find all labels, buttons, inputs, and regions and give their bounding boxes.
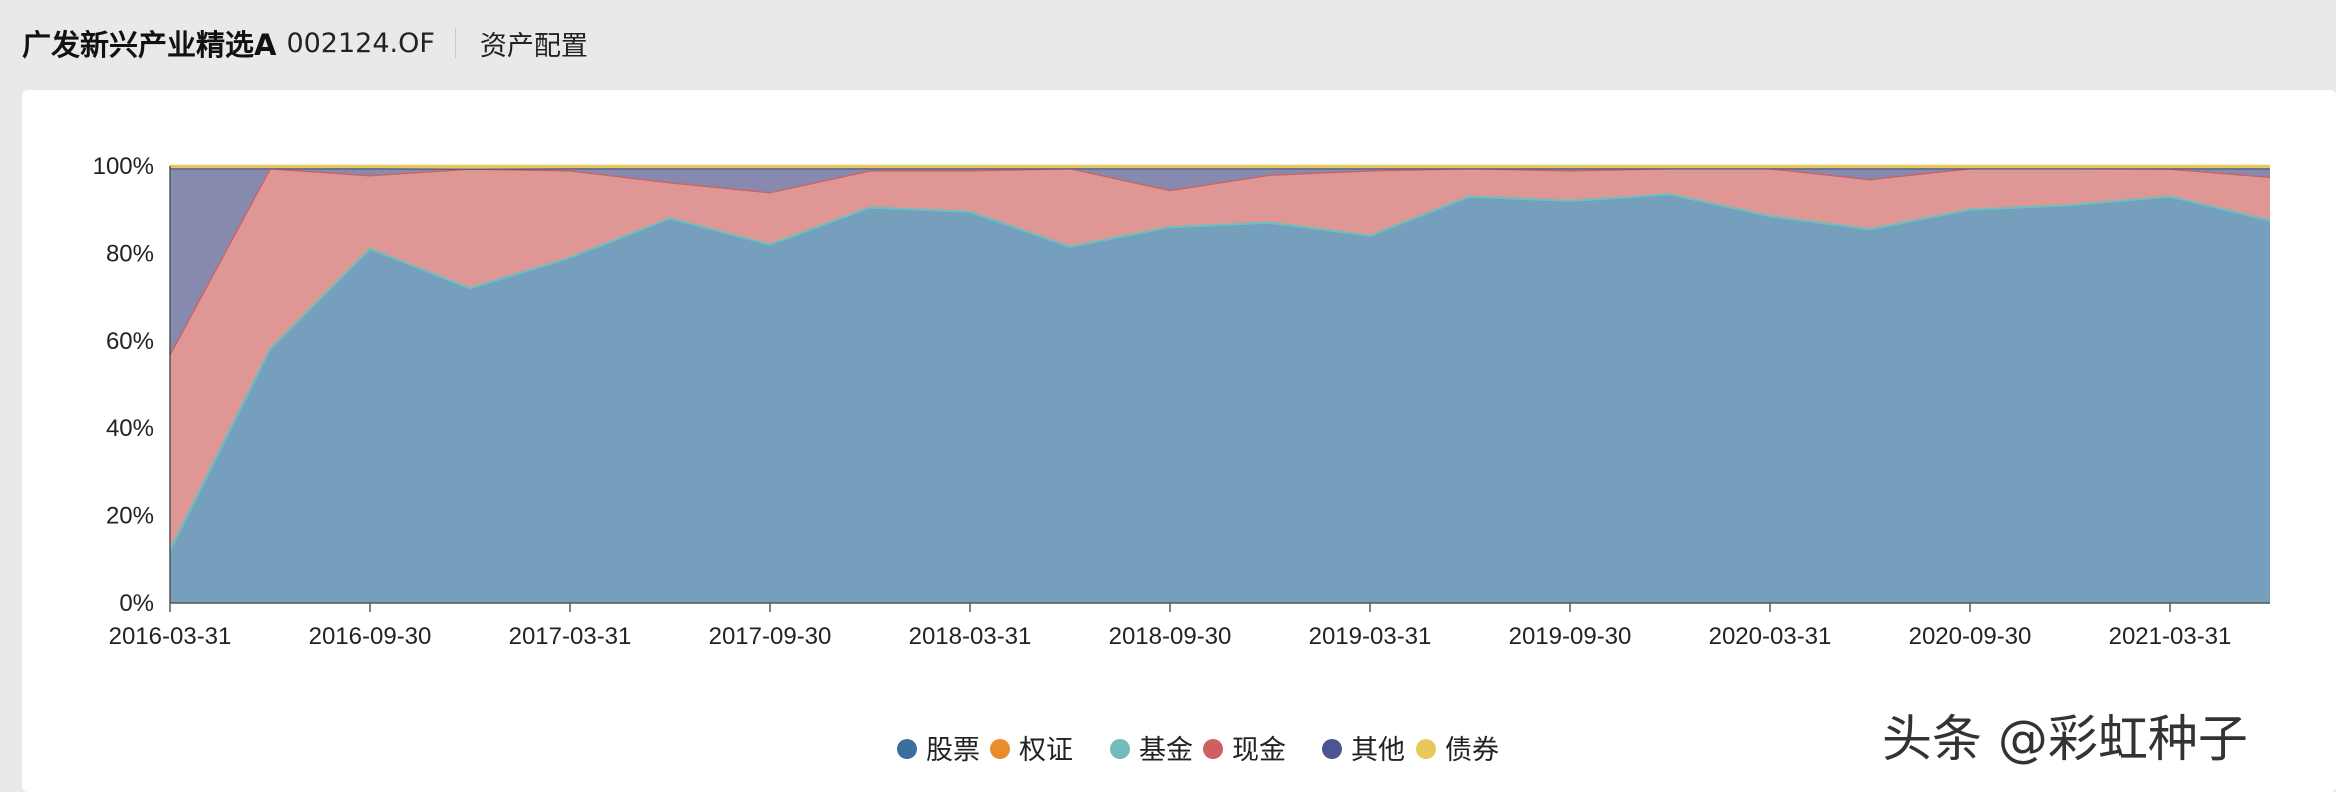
area-股票	[170, 194, 2270, 603]
y-tick-label: 100%	[93, 153, 154, 180]
section-label[interactable]: 资产配置	[479, 30, 588, 62]
y-tick-label: 40%	[106, 415, 154, 442]
x-tick-label: 2021-03-31	[2109, 623, 2232, 650]
legend: 股票 权证 基金 现金 其他 债券	[897, 735, 1499, 766]
legend-label: 现金	[1232, 735, 1286, 766]
y-tick-label: 80%	[106, 240, 154, 267]
legend-swatch	[1322, 739, 1342, 759]
x-tick-label: 2019-03-31	[1309, 623, 1432, 650]
x-tick-label: 2018-03-31	[909, 623, 1032, 650]
legend-label: 其他	[1351, 735, 1405, 766]
y-tick-label: 0%	[119, 590, 154, 617]
fund-code: 002124.OF	[286, 27, 435, 59]
y-tick-label: 20%	[106, 503, 154, 530]
legend-item[interactable]: 现金	[1203, 735, 1286, 766]
x-tick-label: 2017-03-31	[509, 623, 632, 650]
legend-swatch	[1416, 739, 1436, 759]
x-tick-label: 2020-09-30	[1909, 623, 2032, 650]
x-tick-label: 2016-03-31	[109, 623, 232, 650]
area-现金	[170, 168, 2270, 551]
x-tick-label: 2018-09-30	[1109, 623, 1232, 650]
axes: 0% 20% 40% 60% 80% 100% 2016-03-31 2016-09-30 20…	[93, 153, 2270, 650]
y-tick-label: 60%	[106, 328, 154, 355]
legend-item[interactable]: 债券	[1416, 735, 1499, 766]
x-tick-label: 2016-09-30	[309, 623, 432, 650]
legend-swatch	[990, 739, 1010, 759]
legend-label: 债券	[1445, 735, 1499, 766]
legend-item[interactable]: 股票	[897, 735, 980, 766]
x-tick-label: 2019-09-30	[1509, 623, 1632, 650]
legend-swatch	[1203, 739, 1223, 759]
watermark-text: 头条 @彩虹种子	[1882, 710, 2248, 768]
line-基金	[168, 193, 2271, 552]
legend-item[interactable]: 权证	[990, 735, 1073, 766]
x-tick-label: 2020-03-31	[1709, 623, 1832, 650]
legend-label: 股票	[926, 735, 980, 766]
header-divider	[454, 28, 456, 58]
legend-label: 基金	[1139, 735, 1193, 766]
area-series	[168, 164, 2271, 603]
legend-swatch	[1110, 739, 1130, 759]
page-header: 广发新兴产业精选A 002124.OF 资产配置	[0, 0, 2336, 86]
x-tick-label: 2017-09-30	[709, 623, 832, 650]
legend-item[interactable]: 其他	[1322, 735, 1405, 766]
legend-swatch	[897, 739, 917, 759]
fund-name: 广发新兴产业精选A	[22, 28, 277, 62]
legend-item[interactable]: 基金	[1110, 735, 1193, 766]
legend-label: 权证	[1019, 735, 1073, 766]
